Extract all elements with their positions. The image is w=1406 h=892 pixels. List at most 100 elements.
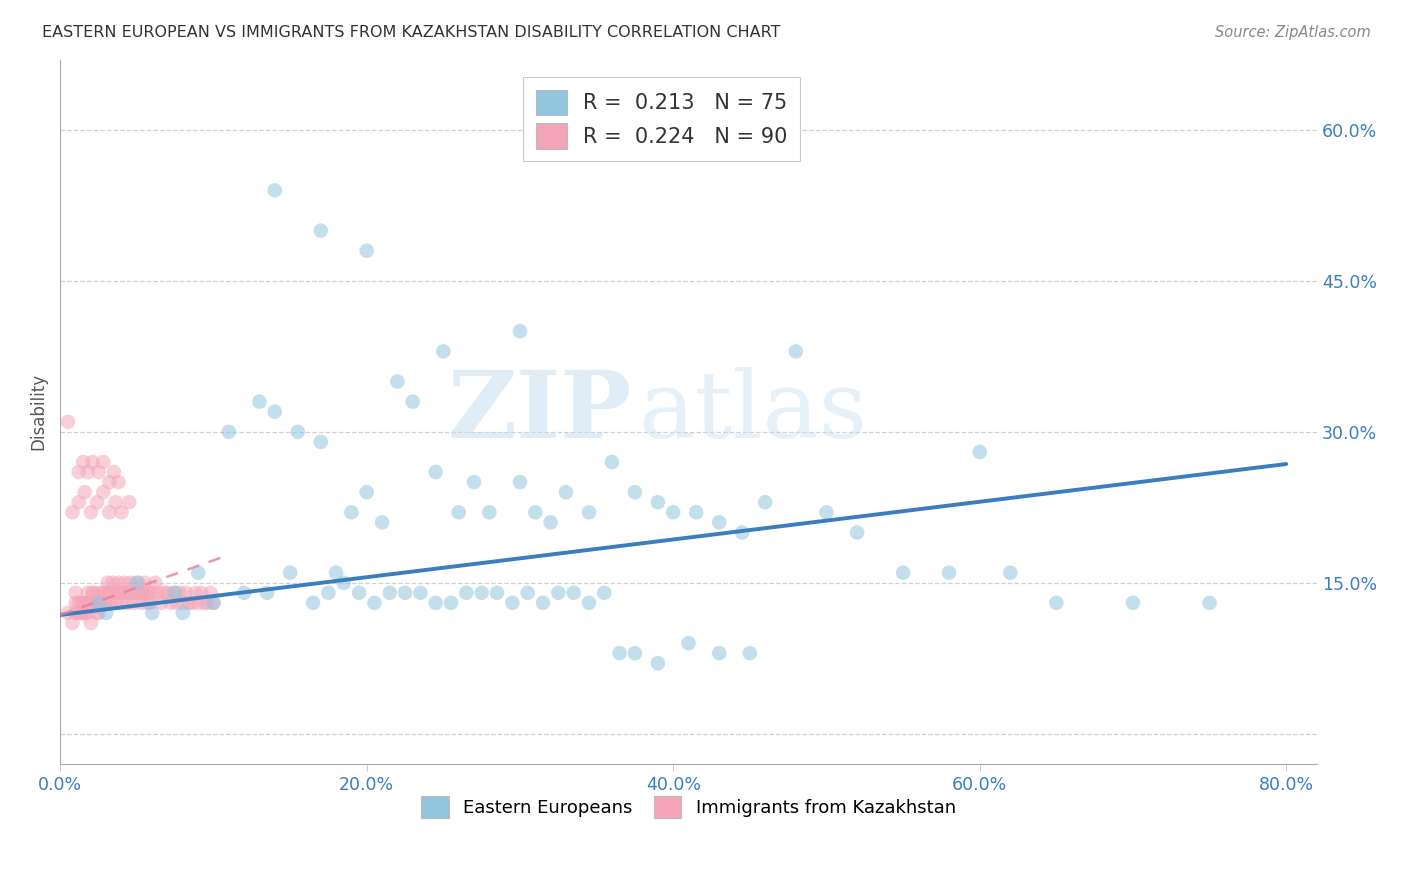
Point <box>363 596 385 610</box>
Point <box>394 586 416 600</box>
Point <box>73 606 96 620</box>
Point <box>356 244 378 258</box>
Point <box>121 586 143 600</box>
Point <box>471 586 494 600</box>
Point <box>134 575 156 590</box>
Point <box>891 566 914 580</box>
Point <box>80 596 103 610</box>
Point <box>93 596 115 610</box>
Point <box>524 505 547 519</box>
Point <box>65 596 87 610</box>
Point <box>120 575 142 590</box>
Point <box>187 566 209 580</box>
Point <box>110 505 132 519</box>
Point <box>76 606 98 620</box>
Point <box>846 525 869 540</box>
Point <box>62 505 84 519</box>
Point <box>531 596 554 610</box>
Point <box>91 586 114 600</box>
Point <box>132 586 155 600</box>
Point <box>80 615 103 630</box>
Point <box>141 606 163 620</box>
Point <box>409 586 432 600</box>
Point <box>79 596 101 610</box>
Point <box>114 575 136 590</box>
Point <box>371 516 394 530</box>
Point <box>190 586 212 600</box>
Point <box>87 596 110 610</box>
Point <box>98 586 121 600</box>
Point <box>105 586 128 600</box>
Point <box>340 505 363 519</box>
Point <box>107 475 129 490</box>
Point <box>70 596 93 610</box>
Point <box>547 586 569 600</box>
Point <box>110 596 132 610</box>
Point <box>202 596 225 610</box>
Point <box>463 475 485 490</box>
Point <box>249 394 271 409</box>
Point <box>600 455 623 469</box>
Point <box>447 505 470 519</box>
Point <box>647 657 669 671</box>
Point <box>456 586 478 600</box>
Point <box>738 646 761 660</box>
Point <box>100 596 122 610</box>
Point <box>624 646 647 660</box>
Point <box>83 596 105 610</box>
Point <box>104 495 127 509</box>
Point <box>76 465 98 479</box>
Point <box>148 586 170 600</box>
Point <box>938 566 960 580</box>
Point <box>143 575 166 590</box>
Point <box>785 344 807 359</box>
Point <box>80 505 103 519</box>
Point <box>118 495 141 509</box>
Point <box>731 525 754 540</box>
Point <box>609 646 631 660</box>
Point <box>87 465 110 479</box>
Point <box>347 586 370 600</box>
Point <box>89 586 111 600</box>
Point <box>233 586 256 600</box>
Point <box>193 596 215 610</box>
Point <box>139 596 162 610</box>
Point <box>200 586 222 600</box>
Point <box>72 606 94 620</box>
Point <box>103 465 125 479</box>
Point <box>555 485 578 500</box>
Point <box>97 575 120 590</box>
Point <box>83 586 105 600</box>
Point <box>75 596 97 610</box>
Point <box>156 586 179 600</box>
Point <box>263 405 285 419</box>
Point <box>135 586 157 600</box>
Point <box>72 455 94 469</box>
Point <box>177 596 200 610</box>
Point <box>509 324 531 338</box>
Point <box>141 586 163 600</box>
Point <box>84 596 107 610</box>
Point <box>1045 596 1067 610</box>
Point <box>1198 596 1220 610</box>
Point <box>104 596 127 610</box>
Point <box>101 575 124 590</box>
Point <box>67 495 90 509</box>
Point <box>98 505 121 519</box>
Point <box>65 606 87 620</box>
Point <box>86 495 108 509</box>
Point <box>309 434 332 449</box>
Text: ZIP: ZIP <box>447 367 631 457</box>
Point <box>709 646 731 660</box>
Text: Source: ZipAtlas.com: Source: ZipAtlas.com <box>1215 25 1371 40</box>
Point <box>181 596 204 610</box>
Point <box>969 445 991 459</box>
Point <box>187 596 209 610</box>
Point <box>118 586 141 600</box>
Point <box>82 455 104 469</box>
Point <box>65 586 87 600</box>
Point <box>138 586 160 600</box>
Point <box>356 485 378 500</box>
Point <box>62 615 84 630</box>
Point <box>593 586 616 600</box>
